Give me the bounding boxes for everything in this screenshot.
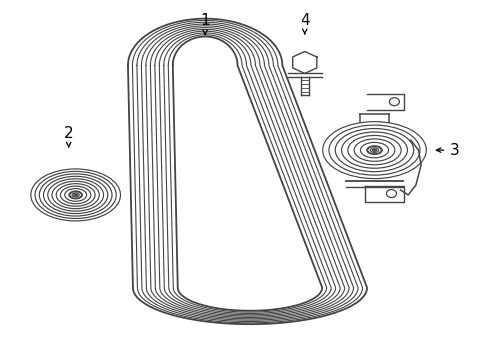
Text: 4: 4 [299, 13, 309, 34]
Text: 3: 3 [436, 143, 458, 158]
Text: 2: 2 [64, 126, 73, 147]
Ellipse shape [372, 149, 375, 151]
Text: 1: 1 [200, 13, 209, 35]
Ellipse shape [74, 194, 77, 195]
